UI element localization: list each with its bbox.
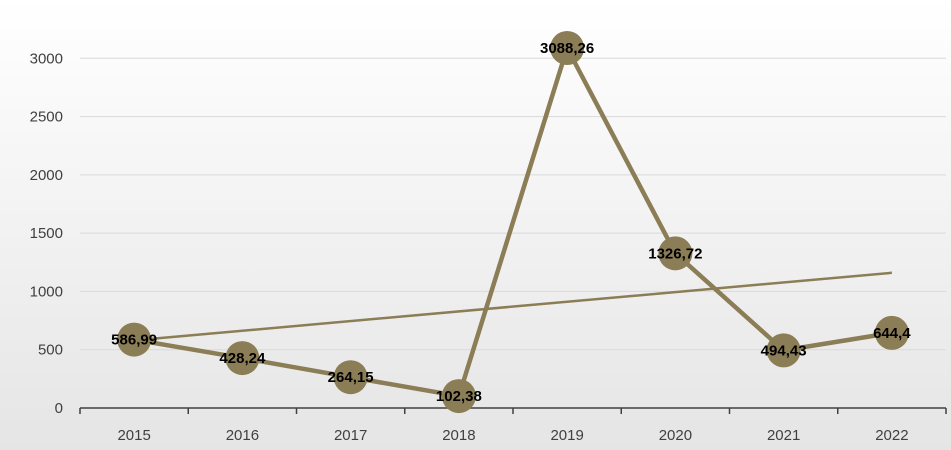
data-label-2015: 586,99 (111, 332, 157, 349)
data-point-2018 (441, 379, 476, 414)
y-tick-label-500: 500 (38, 342, 63, 359)
x-tick-label-2018: 2018 (442, 427, 475, 444)
trendline (134, 271, 892, 342)
data-point-2016 (225, 341, 260, 376)
data-point-2017 (333, 360, 368, 395)
data-label-2017: 264,15 (328, 369, 374, 386)
series-line (131, 45, 895, 399)
data-label-2019: 3088,26 (540, 40, 594, 57)
data-label-2021: 494,43 (761, 342, 807, 359)
y-tick-label-3000: 3000 (30, 50, 63, 67)
data-label-2018: 102,38 (436, 388, 482, 405)
y-tick-label-2000: 2000 (30, 167, 63, 184)
data-label-2022: 644,4 (873, 325, 911, 342)
data-point-2021 (766, 333, 801, 368)
data-label-2020: 1326,72 (648, 245, 702, 262)
y-tick-label-0: 0 (55, 400, 63, 417)
y-tick-label-2500: 2500 (30, 109, 63, 126)
y-tick-label-1000: 1000 (30, 283, 63, 300)
x-tick-label-2020: 2020 (659, 427, 692, 444)
x-axis (79, 407, 947, 414)
x-tick-label-2021: 2021 (767, 427, 800, 444)
trendline-group (134, 271, 892, 342)
y-axis-ticks: 0 500 1000 1500 2000 2500 3000 (30, 50, 63, 417)
data-point-2022 (874, 315, 909, 350)
x-axis-ticks: 2015 2016 2017 2018 2019 2020 2021 2022 (117, 427, 908, 444)
data-point-2015 (117, 322, 152, 357)
x-tick-label-2022: 2022 (875, 427, 908, 444)
y-tick-label-1500: 1500 (30, 225, 63, 242)
series-group (131, 45, 895, 399)
x-tick-label-2017: 2017 (334, 427, 367, 444)
x-tick-label-2016: 2016 (226, 427, 259, 444)
markers-group (117, 30, 909, 414)
x-tick-label-2019: 2019 (550, 427, 583, 444)
data-labels-group: 586,99 428,24 264,15 102,38 3088,26 1326,72 49… (111, 40, 911, 405)
data-point-2019 (550, 30, 585, 65)
x-tick-label-2015: 2015 (117, 427, 150, 444)
data-label-2016: 428,24 (219, 350, 266, 367)
data-point-2020 (658, 236, 693, 271)
